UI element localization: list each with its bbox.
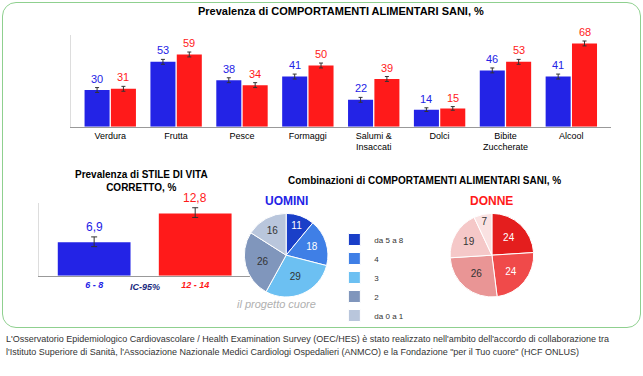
svg-text:11: 11: [291, 220, 302, 231]
svg-text:39: 39: [381, 62, 393, 74]
svg-text:Alcool: Alcool: [559, 131, 584, 141]
svg-text:Pesce: Pesce: [229, 131, 254, 141]
svg-text:22: 22: [355, 82, 367, 94]
svg-text:Prevalenza di COMPORTAMENTI AL: Prevalenza di COMPORTAMENTI ALIMENTARI S…: [198, 5, 484, 17]
svg-text:30: 30: [91, 73, 103, 85]
svg-text:Combinazioni di COMPORTAMENTI: Combinazioni di COMPORTAMENTI ALIMENTARI…: [288, 175, 561, 186]
svg-text:46: 46: [486, 53, 498, 65]
svg-text:26: 26: [257, 256, 269, 267]
svg-text:24: 24: [503, 232, 515, 243]
svg-text:18: 18: [306, 241, 318, 252]
html-text:L'Osservatorio Epidemiologico: L'Osservatorio Epidemiologico Cardiovasc…: [6, 334, 609, 357]
svg-text:24: 24: [505, 266, 517, 277]
svg-text:3: 3: [374, 274, 379, 283]
svg-text:12 - 14: 12 - 14: [181, 280, 209, 290]
svg-text:31: 31: [117, 71, 129, 83]
svg-text:Salumi &Insaccati: Salumi &Insaccati: [356, 131, 392, 153]
svg-text:34: 34: [249, 68, 261, 80]
svg-text:Verdura: Verdura: [94, 131, 126, 141]
svg-text:53: 53: [513, 44, 525, 56]
svg-text:68: 68: [579, 26, 591, 38]
svg-text:59: 59: [183, 37, 195, 49]
svg-text:38: 38: [223, 63, 235, 75]
svg-text:41: 41: [552, 59, 564, 71]
svg-text:29: 29: [290, 271, 302, 282]
svg-text:6 - 8: 6 - 8: [85, 280, 103, 290]
svg-text:Frutta: Frutta: [164, 131, 188, 141]
svg-text:50: 50: [315, 48, 327, 60]
svg-text:12,8: 12,8: [183, 191, 207, 205]
svg-text:BibiteZuccherate: BibiteZuccherate: [483, 131, 528, 153]
svg-text:4: 4: [374, 255, 379, 264]
svg-text:UOMINI: UOMINI: [265, 194, 308, 208]
svg-text:26: 26: [471, 268, 483, 279]
svg-text:16: 16: [267, 225, 279, 236]
svg-text:da 0 a 1: da 0 a 1: [374, 312, 403, 321]
svg-text:Dolci: Dolci: [430, 131, 450, 141]
svg-text:2: 2: [374, 293, 379, 302]
svg-text:da 5 a 8: da 5 a 8: [374, 236, 403, 245]
svg-text:DONNE: DONNE: [470, 194, 513, 208]
svg-text:IC-95%: IC-95%: [130, 282, 160, 292]
svg-text:7: 7: [481, 216, 487, 227]
svg-text:il progetto cuore: il progetto cuore: [237, 298, 316, 310]
svg-text:Prevalenza di STILE DI VITACOR: Prevalenza di STILE DI VITACORRETTO, %: [75, 169, 208, 193]
svg-text:15: 15: [447, 92, 459, 104]
svg-text:14: 14: [420, 93, 432, 105]
svg-text:53: 53: [157, 44, 169, 56]
svg-text:Formaggi: Formaggi: [289, 131, 327, 141]
svg-text:41: 41: [289, 59, 301, 71]
svg-text:19: 19: [463, 236, 475, 247]
svg-text:6,9: 6,9: [86, 220, 103, 234]
